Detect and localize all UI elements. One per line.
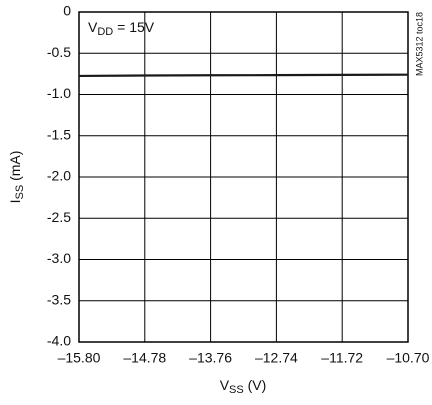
y-tick-label: -2.0 <box>47 168 71 184</box>
y-tick-label: -2.5 <box>47 209 71 225</box>
x-tick-label: –10.70 <box>387 350 430 366</box>
y-tick-label: -1.5 <box>47 126 71 142</box>
x-tick-label: –14.78 <box>123 350 166 366</box>
y-label-symbol: I <box>7 200 23 204</box>
x-tick-label: –11.72 <box>321 350 363 366</box>
y-tick-label: -1.0 <box>47 85 71 101</box>
y-label-subscript: SS <box>14 185 26 200</box>
annotation-rest: = 15V <box>113 19 155 35</box>
y-tick-label: 0 <box>63 3 71 19</box>
y-tick-label: -3.0 <box>47 250 71 266</box>
plot-frame <box>78 11 409 343</box>
side-note: MAX5312 toc18 <box>414 12 424 76</box>
y-label-unit: (mA) <box>7 151 23 185</box>
x-axis-label: VSS (V) <box>220 377 267 396</box>
y-tick-label: -4.0 <box>47 333 71 349</box>
x-label-symbol: V <box>220 377 230 393</box>
y-tick-label: -3.5 <box>47 291 71 307</box>
y-tick-label: -0.5 <box>47 44 71 60</box>
x-label-unit: (V) <box>244 377 267 393</box>
annotation-subscript: DD <box>97 26 113 38</box>
x-tick-label: –13.76 <box>189 350 232 366</box>
data-line <box>78 73 409 78</box>
x-tick-label: –15.80 <box>58 350 101 366</box>
annotation-symbol: V <box>88 19 98 35</box>
y-axis-label: ISS (mA) <box>7 151 26 204</box>
x-tick-label: –12.74 <box>255 350 298 366</box>
x-label-subscript: SS <box>229 384 244 396</box>
